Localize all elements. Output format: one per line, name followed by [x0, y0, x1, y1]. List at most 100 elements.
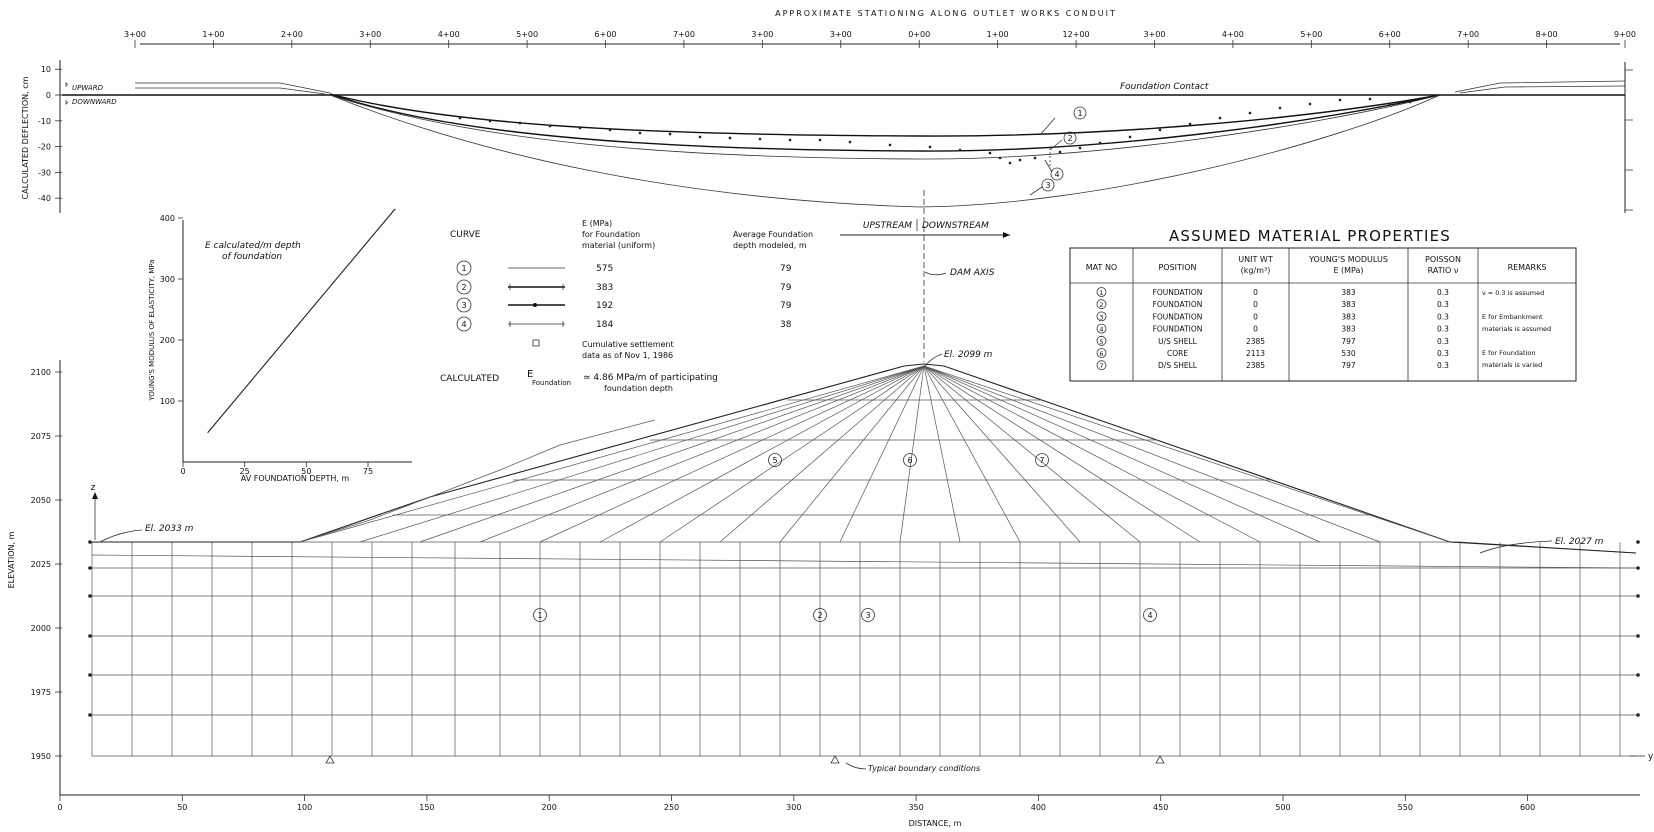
legend-row-3: 3 192 79: [456, 297, 792, 313]
svg-text:≃ 4.86 MPa/m of participating: ≃ 4.86 MPa/m of participating: [583, 373, 718, 383]
mat-position: D/S SHELL: [1158, 361, 1198, 370]
modulus-line-series: [207, 208, 396, 434]
properties-title: ASSUMED MATERIAL PROPERTIES: [1169, 227, 1451, 245]
svg-text:79: 79: [780, 301, 792, 311]
deflection-tick-label: -30: [38, 168, 51, 177]
settlement-point: [1188, 122, 1192, 126]
settlement-point: [698, 135, 702, 139]
mat-modulus: 383: [1341, 325, 1356, 334]
left-elevation-label: El. 2033 m: [145, 524, 194, 534]
mesh-sub-line: [91, 554, 1637, 569]
curve-3-line: [329, 94, 1441, 208]
left-boundary-node: [88, 713, 92, 717]
station-label: 3+00: [1143, 30, 1165, 39]
legend-row-2: 2 383 79: [456, 279, 792, 295]
elevation-label: ELEVATION, m: [7, 531, 16, 588]
z-axis-label: z: [91, 483, 96, 493]
foundation-contact-label: Foundation Contact: [1120, 82, 1209, 92]
mat-number-circle: [1096, 287, 1107, 297]
station-label: 7+00: [673, 30, 695, 39]
settlement-point: [758, 137, 762, 141]
mat-position: CORE: [1167, 349, 1188, 358]
settlement-point: [1218, 116, 1222, 120]
station-label: 3+00: [751, 30, 773, 39]
svg-text:E (MPa): E (MPa): [582, 219, 612, 228]
distance-tick-label: 100: [297, 803, 312, 812]
zone-label-5: 5: [772, 456, 777, 465]
distance-tick-label: 400: [1031, 803, 1046, 812]
mini-y-label: YOUNG'S MODULUS OF ELASTICITY, MPa: [148, 259, 156, 401]
settlement-point: [458, 116, 462, 120]
boundary-support: [325, 755, 335, 764]
station-label: 1+00: [987, 30, 1009, 39]
station-label: 3+00: [359, 30, 381, 39]
station-label: 4+00: [438, 30, 460, 39]
distance-tick-label: 500: [1275, 803, 1290, 812]
settlement-point: [1338, 98, 1342, 102]
right-foundation-surface: [1449, 541, 1637, 554]
table-header: POSITION: [1158, 263, 1196, 272]
left-boundary-node: [88, 566, 92, 570]
elevation-tick-label: 2100: [31, 368, 51, 377]
zone-circle-4: [1143, 608, 1157, 622]
mesh-radial-line: [923, 365, 1081, 543]
distance-tick-label: 300: [786, 803, 801, 812]
embankment-outline: [299, 363, 1451, 543]
mat-unit-wt: 0: [1253, 325, 1258, 334]
svg-text:575: 575: [596, 264, 613, 274]
mat-number: 4: [1099, 326, 1103, 334]
mini-annotation-1: E calculated/m depth: [205, 241, 301, 251]
settlement-point: [548, 124, 552, 128]
svg-text:1: 1: [1077, 109, 1082, 118]
settlement-point: [578, 126, 582, 130]
settlement-point: [1008, 161, 1012, 165]
mesh-radial-line: [659, 365, 925, 543]
svg-text:for Foundation: for Foundation: [582, 230, 640, 239]
mesh-radial-line: [923, 365, 1021, 543]
settlement-marker-legend: Cumulative settlement data as of Nov 1, …: [532, 339, 674, 360]
settlement-point: [958, 148, 962, 152]
mat-number-circle: [1096, 299, 1107, 310]
stationing-title: APPROXIMATE STATIONING ALONG OUTLET WORK…: [775, 9, 1117, 18]
boundary-conditions-label: Typical boundary conditions: [868, 764, 980, 773]
deflection-tick-label: -10: [38, 117, 51, 126]
svg-text:1: 1: [461, 264, 466, 273]
svg-text:data as of Nov 1, 1986: data as of Nov 1, 1986: [582, 351, 673, 360]
deflection-y-label: CALCULATED DEFLECTION, cm: [21, 76, 30, 199]
table-header: REMARKS: [1508, 263, 1547, 272]
settlement-point: [888, 143, 892, 147]
zone-label-6: 6: [907, 456, 912, 465]
mini-x-tick-label: 0: [180, 467, 185, 476]
settlement-data-points: [458, 97, 1412, 165]
mini-y-tick-label: 200: [160, 336, 175, 345]
curve-legend: CURVE E (MPa) for Foundation material (u…: [440, 219, 813, 393]
mat-position: U/S SHELL: [1158, 337, 1197, 346]
settlement-point: [1368, 97, 1372, 101]
zone-circle-1: [533, 608, 547, 622]
mesh-radial-line: [539, 365, 925, 543]
zone-circle-3: [861, 608, 875, 622]
mat-number-circle: [1096, 323, 1107, 334]
mat-poisson: 0.3: [1437, 325, 1449, 334]
settlement-point: [1388, 102, 1392, 106]
station-label: 6+00: [1379, 30, 1401, 39]
station-label: 5+00: [1300, 30, 1322, 39]
mat-number-circle: [1096, 360, 1107, 371]
table-header: UNIT WT (kg/m³): [1238, 255, 1273, 275]
right-elevation-label: El. 2027 m: [1555, 537, 1604, 547]
curve-4-line: [329, 94, 1441, 160]
mesh-radial-line: [779, 365, 925, 543]
station-axis: 3+00 1+00 2+00 3+00 4+00 5+00 6+00 7+00 3+00 3+00…: [124, 30, 1636, 48]
mesh-radial-line: [599, 365, 925, 543]
table-header: POISSON RATIO ν: [1425, 255, 1461, 275]
upstream-shell-steps: [299, 419, 656, 543]
dam-axis-label: DAM AXIS: [950, 268, 995, 278]
svg-text:79: 79: [780, 283, 792, 293]
mat-modulus: 530: [1341, 349, 1356, 358]
mat-position: FOUNDATION: [1153, 300, 1203, 309]
deflection-tick-label: -20: [38, 143, 51, 152]
distance-tick-label: 450: [1153, 803, 1168, 812]
left-boundary-node: [88, 594, 92, 598]
mat-remark: ν = 0.3 is assumed: [1482, 289, 1544, 297]
material-properties-table: ASSUMED MATERIAL PROPERTIES MAT NO POSITI…: [1069, 227, 1577, 382]
